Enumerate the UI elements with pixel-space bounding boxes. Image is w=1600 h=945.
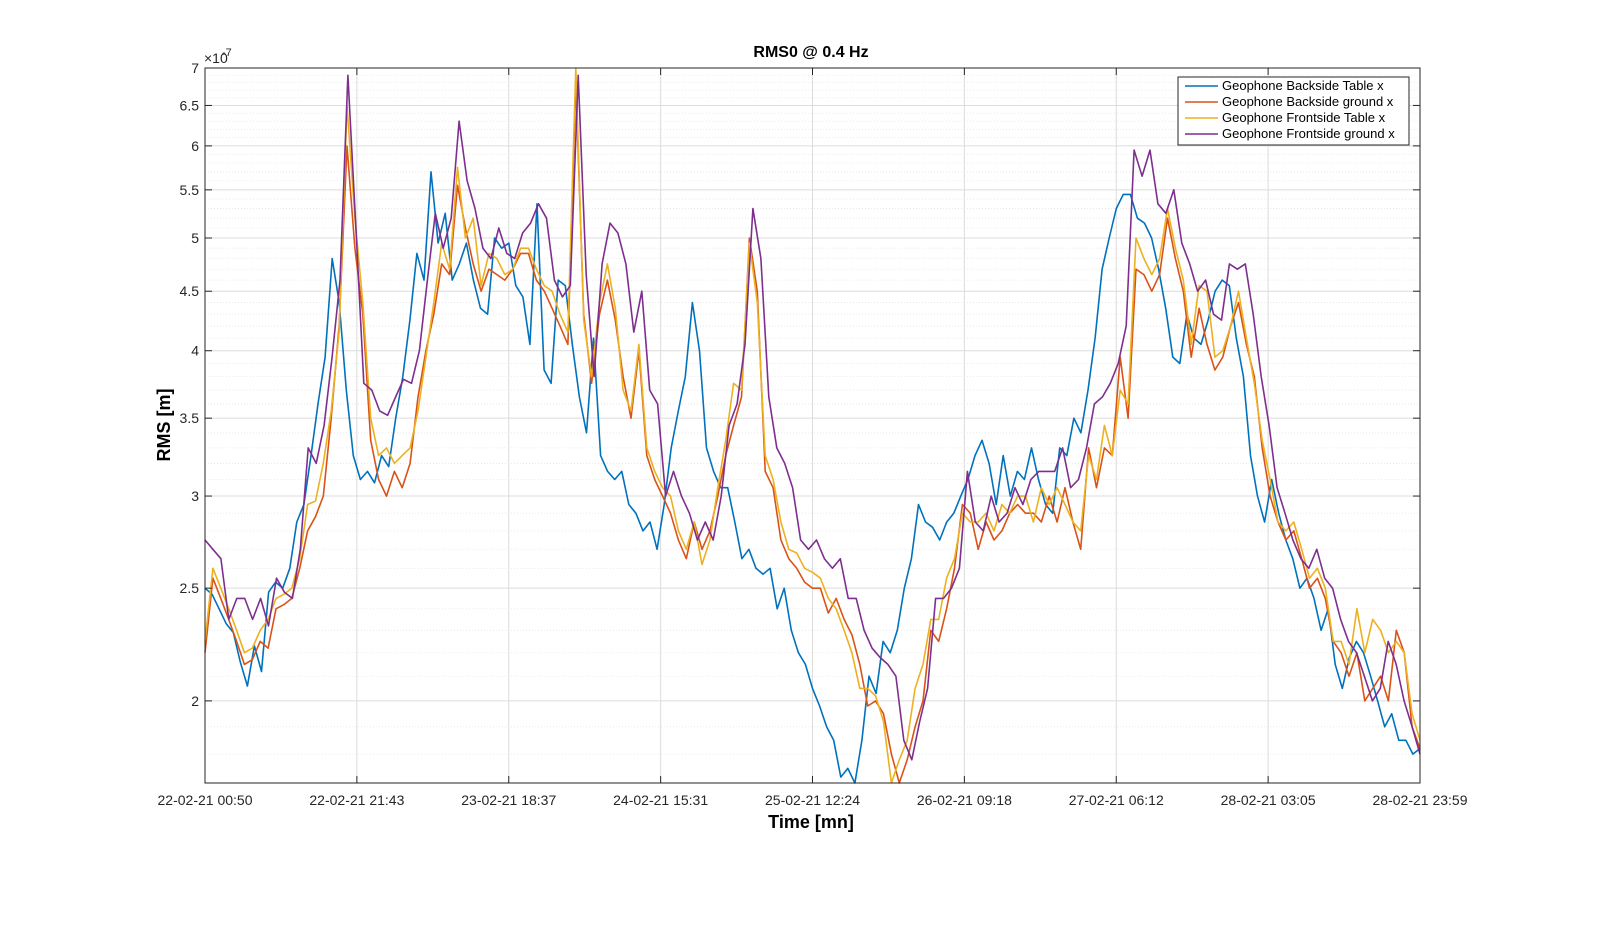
y-tick-label: 3.5 (180, 410, 200, 426)
x-tick-label: 25-02-21 12:24 (765, 792, 860, 808)
y-tick-label: 5 (191, 230, 199, 246)
series-line-2 (204, 81, 1421, 784)
x-tick-label: 22-02-21 21:43 (309, 792, 404, 808)
y-tick-label: 6.5 (180, 97, 200, 113)
x-axis-ticks: 22-02-21 00:50 22-02-21 21:43 23-02-21 18:… (158, 68, 1468, 808)
legend-label-4: Geophone Frontside ground x (1222, 126, 1395, 141)
y-tick-label: 2 (191, 693, 199, 709)
x-tick-label: 28-02-21 23:59 (1373, 792, 1468, 808)
x-tick-label: 24-02-21 15:31 (613, 792, 708, 808)
x-tick-label: 27-02-21 06:12 (1069, 792, 1164, 808)
y-tick-label: 2.5 (180, 580, 200, 596)
grid (205, 67, 1420, 783)
series-line-3 (204, 67, 1421, 784)
x-tick-label: 23-02-21 18:37 (461, 792, 556, 808)
y-tick-label: 3 (191, 488, 199, 504)
legend-label-3: Geophone Frontside Table x (1222, 110, 1386, 125)
y-tick-label: 6 (191, 138, 199, 154)
legend-label-2: Geophone Backside ground x (1222, 94, 1394, 109)
legend-label-1: Geophone Backside Table x (1222, 78, 1384, 93)
y-axis-ticks: 2 2.5 3 3.5 4 4.5 5 5.5 6 6.5 7 (180, 60, 1420, 709)
x-tick-label: 22-02-21 00:50 (158, 792, 253, 808)
y-tick-label: 4.5 (180, 283, 200, 299)
y-tick-label: 4 (191, 343, 199, 359)
y-tick-label: 5.5 (180, 182, 200, 198)
series-lines (204, 67, 1421, 784)
series-line-4 (204, 74, 1421, 761)
legend[interactable]: Geophone Backside Table x Geophone Backs… (1177, 76, 1410, 146)
y-exponent-base: ×10 (204, 50, 228, 66)
chart-title: RMS0 @ 0.4 Hz (753, 44, 868, 61)
y-axis-label: RMS [m] (154, 389, 174, 462)
series-line-1 (204, 171, 1421, 784)
y-tick-label: 7 (191, 60, 199, 76)
x-axis-label: Time [mn] (768, 812, 854, 832)
x-tick-label: 28-02-21 03:05 (1221, 792, 1316, 808)
x-tick-label: 26-02-21 09:18 (917, 792, 1012, 808)
y-exponent-power: -7 (222, 47, 232, 59)
